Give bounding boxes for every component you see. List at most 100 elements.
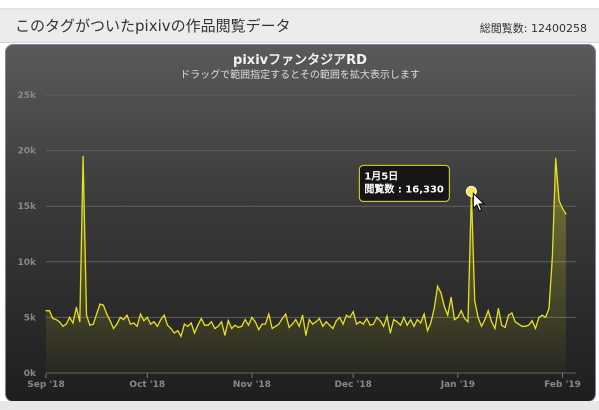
data-point[interactable] [410, 319, 412, 321]
data-point[interactable] [362, 323, 364, 325]
data-point[interactable] [399, 324, 402, 326]
data-point[interactable] [99, 303, 101, 305]
data-point[interactable] [396, 321, 398, 323]
data-point[interactable] [541, 314, 543, 316]
data-point[interactable] [75, 306, 77, 308]
data-point[interactable] [204, 324, 206, 326]
data-point[interactable] [413, 325, 415, 327]
data-point[interactable] [210, 321, 212, 323]
data-point[interactable] [45, 310, 47, 312]
data-point[interactable] [254, 321, 256, 323]
data-point[interactable] [295, 319, 297, 321]
data-point[interactable] [322, 325, 324, 327]
data-point[interactable] [291, 323, 293, 325]
data-point[interactable] [393, 319, 395, 321]
data-point[interactable] [356, 323, 358, 325]
data-point[interactable] [264, 323, 266, 325]
data-point[interactable] [227, 320, 229, 322]
data-point[interactable] [200, 317, 202, 320]
data-point[interactable] [497, 307, 499, 310]
data-point[interactable] [48, 310, 51, 312]
data-point[interactable] [197, 324, 199, 326]
data-point[interactable] [247, 324, 250, 326]
data-point[interactable] [561, 207, 564, 209]
data-point[interactable] [437, 285, 439, 287]
data-point[interactable] [386, 315, 388, 317]
data-point[interactable] [177, 330, 179, 332]
data-point[interactable] [224, 334, 226, 336]
data-point[interactable] [180, 335, 182, 337]
data-point[interactable] [207, 324, 209, 326]
data-point[interactable] [447, 314, 449, 316]
data-point[interactable] [183, 323, 185, 325]
data-point[interactable] [430, 322, 432, 324]
data-point[interactable] [389, 332, 391, 334]
data-point[interactable] [170, 327, 172, 330]
data-point[interactable] [285, 313, 287, 315]
data-point[interactable] [318, 317, 320, 320]
data-point[interactable] [383, 325, 385, 327]
data-point[interactable] [187, 325, 189, 327]
data-point[interactable] [109, 320, 111, 322]
data-point[interactable] [143, 320, 145, 322]
data-point[interactable] [474, 300, 476, 302]
data-point[interactable] [484, 319, 486, 321]
data-point[interactable] [163, 314, 165, 316]
data-point[interactable] [440, 292, 442, 294]
data-point[interactable] [305, 334, 307, 336]
data-point[interactable] [565, 213, 567, 215]
data-point[interactable] [214, 327, 216, 330]
data-point[interactable] [55, 319, 57, 321]
data-point[interactable] [106, 313, 108, 315]
data-point[interactable] [231, 327, 233, 330]
data-point[interactable] [514, 321, 516, 323]
data-point[interactable] [116, 323, 118, 325]
data-point[interactable] [345, 314, 347, 316]
data-point[interactable] [376, 316, 378, 318]
data-point[interactable] [150, 323, 152, 325]
data-point[interactable] [315, 321, 317, 323]
data-point[interactable] [426, 330, 429, 332]
data-point[interactable] [129, 323, 131, 325]
data-point[interactable] [96, 313, 98, 315]
data-point[interactable] [551, 255, 554, 257]
data-point[interactable] [268, 313, 270, 315]
data-point[interactable] [136, 325, 138, 327]
data-point[interactable] [335, 320, 337, 322]
data-point[interactable] [160, 319, 162, 321]
data-point[interactable] [126, 314, 128, 316]
data-point[interactable] [339, 316, 341, 318]
data-point[interactable] [298, 325, 300, 327]
data-point[interactable] [153, 321, 155, 323]
data-point[interactable] [278, 323, 280, 325]
data-point[interactable] [342, 323, 344, 325]
data-point[interactable] [52, 317, 54, 320]
data-point[interactable] [538, 316, 540, 318]
data-point[interactable] [241, 325, 243, 327]
data-point[interactable] [372, 323, 375, 325]
data-point[interactable] [487, 310, 489, 312]
data-point[interactable] [234, 324, 236, 326]
data-point[interactable] [467, 321, 469, 323]
data-point[interactable] [69, 316, 71, 318]
data-point[interactable] [173, 332, 175, 334]
data-point[interactable] [406, 324, 408, 326]
data-point[interactable] [92, 323, 94, 325]
data-point[interactable] [433, 307, 435, 310]
data-point[interactable] [288, 326, 290, 328]
data-point[interactable] [72, 322, 74, 324]
data-point[interactable] [302, 314, 304, 316]
data-point[interactable] [275, 325, 277, 327]
data-point[interactable] [308, 319, 310, 321]
data-point[interactable] [62, 325, 64, 327]
data-point[interactable] [79, 321, 81, 323]
data-point[interactable] [89, 324, 91, 326]
data-point[interactable] [312, 323, 314, 325]
data-point[interactable] [555, 157, 557, 159]
chart-panel[interactable]: pixivファンタジアRD ドラッグで範囲指定するとその範囲を拡大表示します 0… [5, 44, 596, 402]
data-point[interactable] [281, 317, 283, 320]
data-point[interactable] [507, 314, 510, 316]
data-point[interactable] [504, 326, 506, 328]
data-point[interactable] [524, 325, 527, 327]
data-point[interactable] [453, 319, 456, 321]
